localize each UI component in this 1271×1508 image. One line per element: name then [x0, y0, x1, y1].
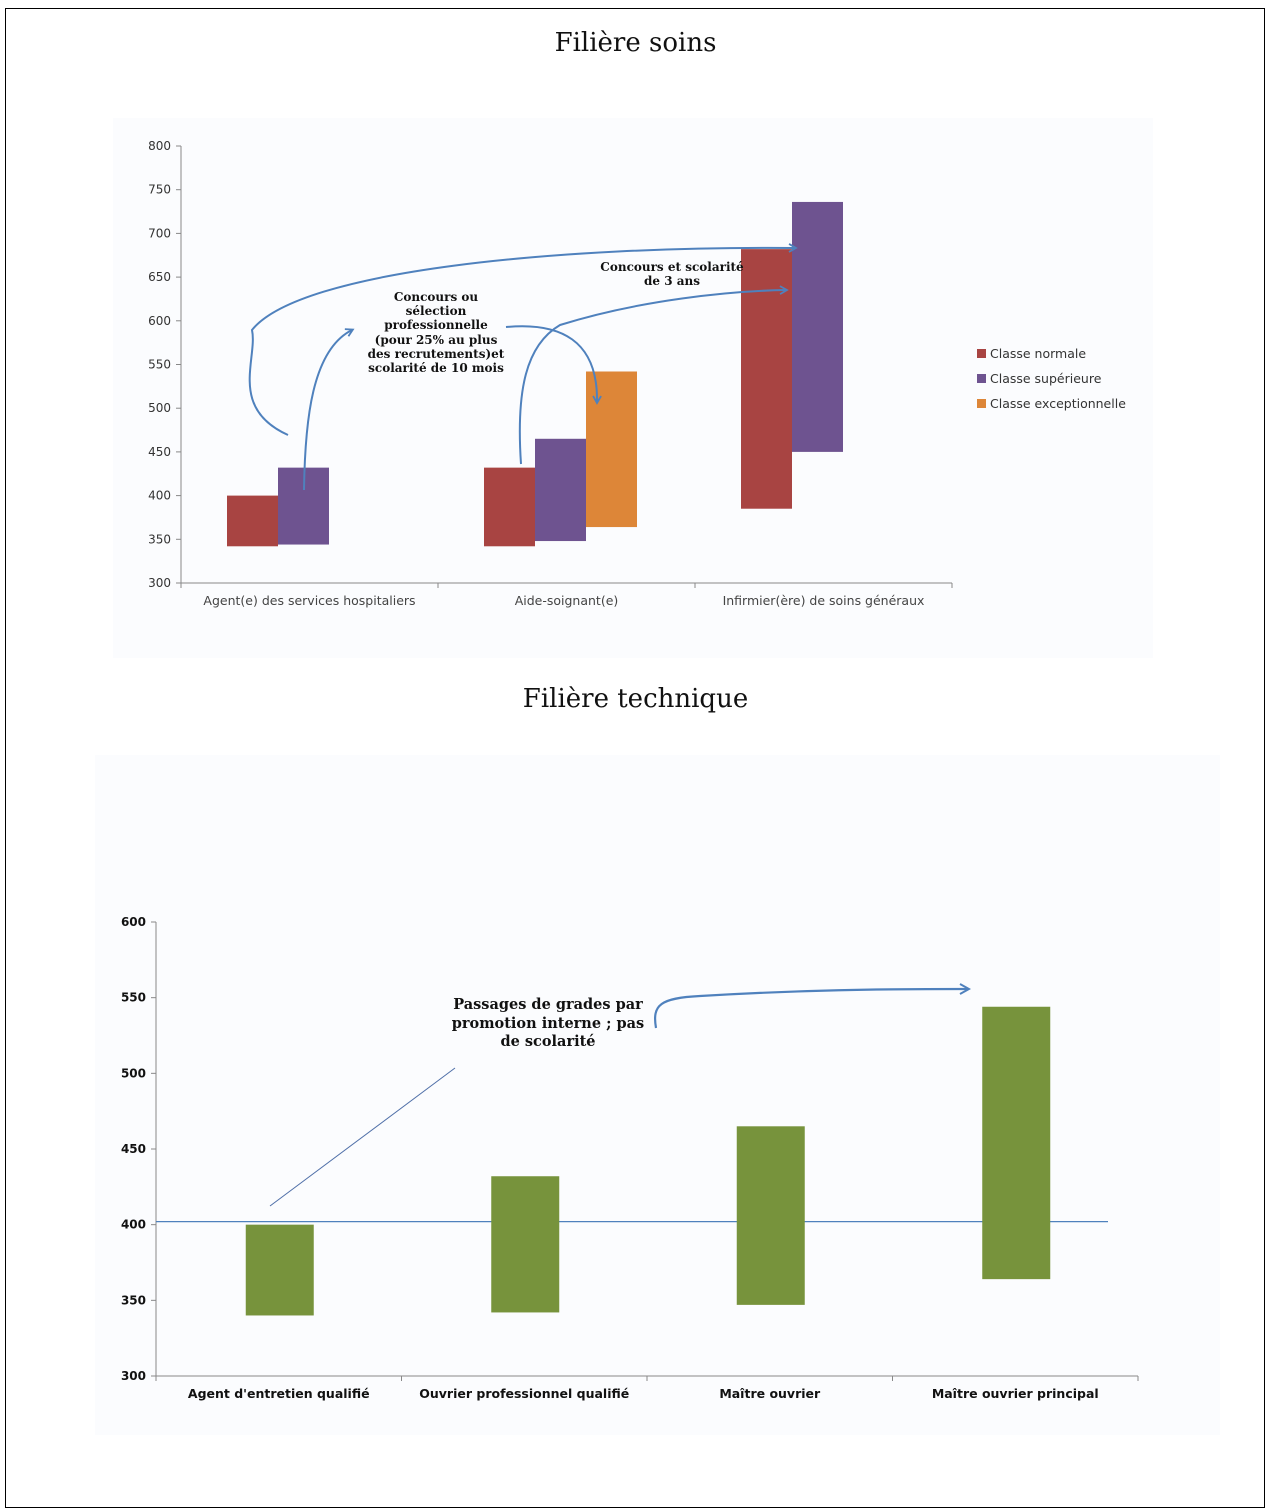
x-category-label: Agent(e) des services hospitaliers	[203, 593, 415, 608]
y-tick-label: 450	[121, 1142, 146, 1156]
x-category-label: Infirmier(ère) de soins généraux	[723, 593, 925, 608]
y-tick-label: 300	[121, 1369, 146, 1383]
axes-technique: 300 350 400 450 500 550 600 Agent d'entretien q…	[121, 915, 1139, 1401]
y-tick-label: 800	[148, 139, 171, 153]
y-tick-label: 400	[121, 1218, 146, 1232]
y-tick-label: 400	[148, 489, 171, 503]
legend-item-classe-normale: Classe normale	[977, 341, 1126, 366]
bar-ouvrier-professionnel-qualifie	[491, 1176, 560, 1313]
note-passages: Passages de grades par promotion interne…	[451, 996, 645, 1050]
y-tick-label: 500	[148, 401, 171, 415]
arrow-ash-to-infirmier	[248, 243, 798, 436]
bar-aide-soignant-e-classe-superieure	[535, 438, 586, 542]
y-tick-label: 700	[148, 226, 171, 240]
chart-soins: 300 350 400 450 500 550 600 650 700 750 800 Agent(e…	[148, 139, 953, 608]
x-category-label: Aide-soignant(e)	[515, 593, 619, 608]
legend-swatch-classe-exceptionnelle	[977, 399, 986, 408]
chart-title-technique: Filière technique	[522, 684, 749, 714]
arrows-technique	[269, 989, 968, 1207]
bar-agent-e-des-services-hospitaliers-classe-normale	[227, 495, 278, 547]
y-tick-label: 500	[121, 1066, 146, 1080]
y-tick-label: 300	[148, 576, 171, 590]
note-concours-scolarite: Concours et scolarité de 3 ans	[600, 260, 744, 288]
legend-item-classe-exceptionnelle: Classe exceptionnelle	[977, 391, 1126, 416]
y-tick-label: 600	[121, 915, 146, 929]
legend-label-classe-superieure: Classe supérieure	[990, 371, 1102, 386]
y-tick-label: 450	[148, 445, 171, 459]
note-concours-selection: Concours ou sélection professionnelle (p…	[367, 290, 505, 376]
legend-swatch-classe-superieure	[977, 374, 986, 383]
y-tick-label: 750	[148, 183, 171, 197]
y-tick-label: 650	[148, 270, 171, 284]
arrows-soins	[248, 243, 798, 491]
arrow-ash-to-aide-soignant	[303, 328, 355, 491]
legend-label-classe-exceptionnelle: Classe exceptionnelle	[990, 396, 1126, 411]
bar-infirmier-ere-de-soins-generaux-classe-superieure	[792, 201, 843, 452]
chart-title-soins: Filière soins	[554, 28, 717, 58]
y-tick-label: 600	[148, 314, 171, 328]
legend-item-classe-superieure: Classe supérieure	[977, 366, 1126, 391]
y-tick-label: 350	[148, 532, 171, 546]
legend-swatch-classe-normale	[977, 349, 986, 358]
legend-label-classe-normale: Classe normale	[990, 346, 1087, 361]
x-category-label: Agent d'entretien qualifié	[188, 1386, 370, 1401]
bar-maitre-ouvrier-principal	[982, 1006, 1051, 1280]
arrow-aide-soignant-to-infirmier	[518, 285, 789, 465]
y-tick-label: 550	[121, 991, 146, 1005]
arrow-promotion-interne	[654, 989, 968, 1029]
y-tick-label: 350	[121, 1293, 146, 1307]
x-category-label: Ouvrier professionnel qualifié	[419, 1386, 629, 1401]
arrow-note-to-exceptionnelle	[505, 325, 602, 405]
x-category-label: Maître ouvrier	[719, 1386, 821, 1401]
y-tick-label: 550	[148, 358, 171, 372]
bar-agent-d-entretien-qualifie	[245, 1224, 314, 1316]
pointer-line-agent-entretien	[269, 1067, 456, 1207]
bar-aide-soignant-e-classe-normale	[484, 467, 535, 547]
x-category-label: Maître ouvrier principal	[932, 1386, 1099, 1401]
bar-maitre-ouvrier	[736, 1126, 805, 1305]
axes-soins: 300 350 400 450 500 550 600 650 700 750 800 Agent(e…	[148, 139, 953, 608]
legend-soins: Classe normale Classe supérieure Classe …	[977, 341, 1126, 416]
bars-technique	[245, 1006, 1051, 1316]
